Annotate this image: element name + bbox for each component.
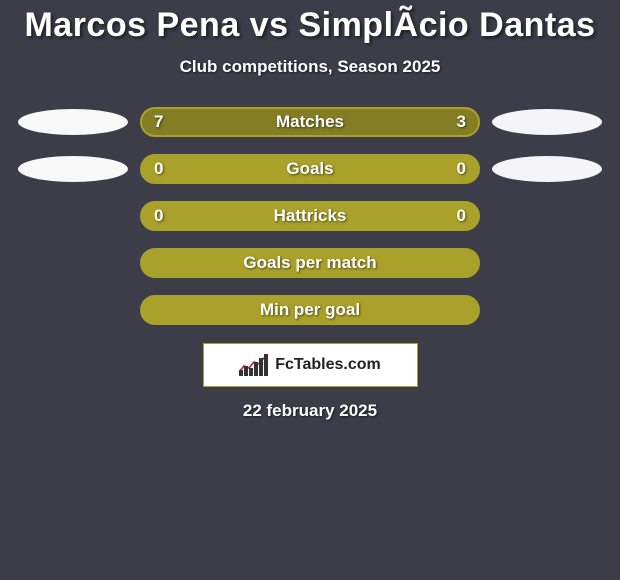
site-logo[interactable]: FcTables.com (203, 343, 418, 387)
stat-bar: 00Hattricks (140, 201, 480, 231)
player-left-marker (18, 156, 128, 182)
stats-rows: 73Matches 00Goals 00Hattricks Goals per mat… (0, 107, 620, 325)
stat-row: 73Matches (18, 107, 602, 137)
date-footer: 22 february 2025 (0, 401, 620, 421)
stat-row: 00Goals (18, 154, 602, 184)
stat-bar: 73Matches (140, 107, 480, 137)
page-subtitle: Club competitions, Season 2025 (0, 57, 620, 77)
stat-label: Goals (142, 156, 478, 182)
stat-row: Min per goal (18, 295, 602, 325)
player-left-marker (18, 109, 128, 135)
stat-row: Goals per match (18, 248, 602, 278)
stat-bar: Goals per match (140, 248, 480, 278)
logo-text: FcTables.com (275, 356, 381, 374)
stat-row: 00Hattricks (18, 201, 602, 231)
stat-bar: Min per goal (140, 295, 480, 325)
player-right-marker (492, 156, 602, 182)
logo-chart-icon (239, 354, 267, 376)
stat-label: Matches (142, 109, 478, 135)
stat-label: Min per goal (142, 297, 478, 323)
page-title: Marcos Pena vs SimplÃ­cio Dantas (0, 0, 620, 45)
comparison-infographic: Marcos Pena vs SimplÃ­cio Dantas Club co… (0, 0, 620, 580)
stat-label: Hattricks (142, 203, 478, 229)
stat-bar: 00Goals (140, 154, 480, 184)
player-right-marker (492, 109, 602, 135)
stat-label: Goals per match (142, 250, 478, 276)
